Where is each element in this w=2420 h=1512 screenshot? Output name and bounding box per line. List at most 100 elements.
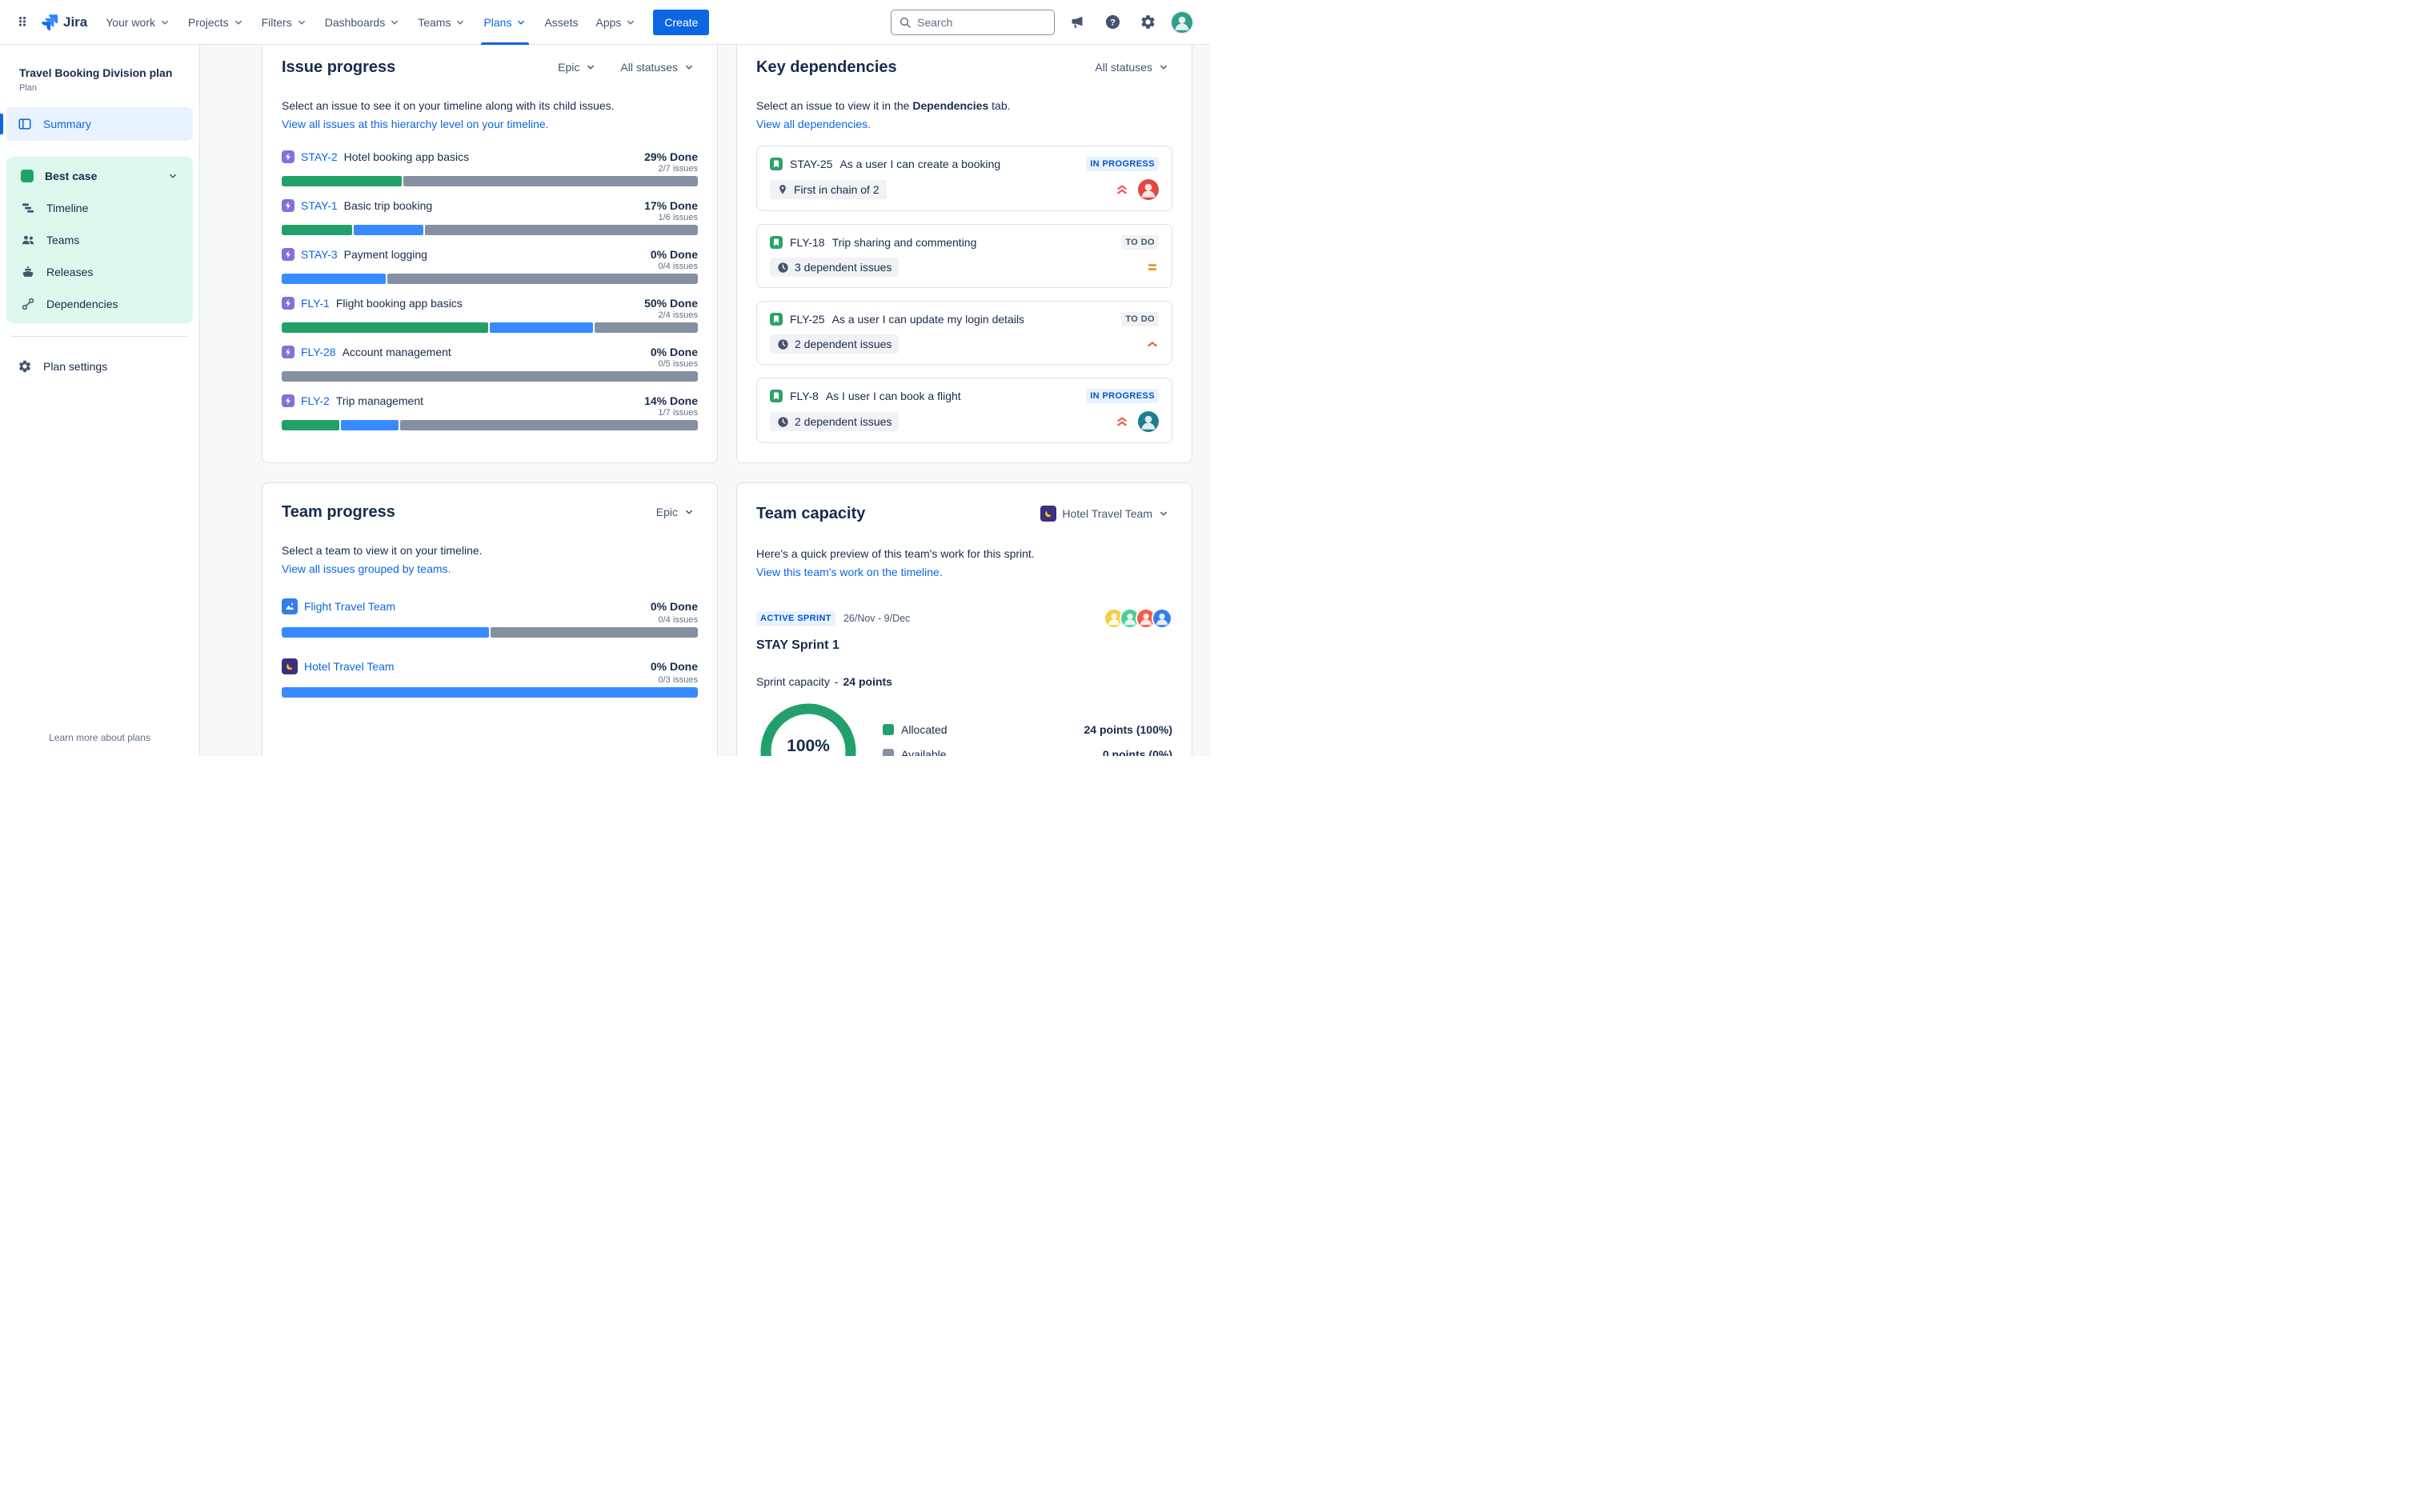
chevron-down-icon xyxy=(1158,508,1169,519)
sidebar-item-dependencies[interactable]: Dependencies xyxy=(10,288,190,320)
view-team-timeline-link[interactable]: View this team's work on the timeline. xyxy=(756,566,943,578)
dependency-meta-pill[interactable]: First in chain of 2 xyxy=(770,180,887,199)
team-progress-title: Team progress xyxy=(282,502,395,521)
issue-key-link[interactable]: STAY-3 xyxy=(301,248,338,261)
dependency-card[interactable]: FLY-18 Trip sharing and commenting TO DO 3 … xyxy=(756,224,1172,288)
hierarchy-filter-value: Epic xyxy=(558,61,580,74)
hotel-team-icon xyxy=(282,658,298,674)
app-switcher-button[interactable] xyxy=(10,10,35,35)
progress-segment-todo xyxy=(403,176,698,186)
progress-segment-todo xyxy=(491,627,698,638)
status-lozenge: TO DO xyxy=(1121,235,1159,250)
issue-key-link[interactable]: FLY-1 xyxy=(301,297,330,310)
team-name-link[interactable]: Hotel Travel Team xyxy=(304,660,395,673)
issue-key-link[interactable]: STAY-2 xyxy=(301,150,338,163)
issue-count: 2/7 issues xyxy=(658,164,698,174)
profile-avatar[interactable] xyxy=(1170,10,1194,34)
nav-item-apps[interactable]: Apps xyxy=(587,0,645,45)
dependency-meta-label: First in chain of 2 xyxy=(794,183,879,196)
story-icon xyxy=(770,390,783,402)
issue-summary: Payment logging xyxy=(343,248,427,261)
issue-key-link[interactable]: STAY-1 xyxy=(301,199,338,212)
team-progress-card: Team progress Epic Select a team to view… xyxy=(262,482,718,756)
assignee-avatar[interactable] xyxy=(1138,179,1159,200)
progress-segment-done xyxy=(282,225,352,235)
scenario-selector[interactable]: Best case xyxy=(10,160,190,192)
dependency-issue-summary: As a user I can update my login details xyxy=(831,313,1025,326)
issue-percent-done: 29% Done xyxy=(644,150,698,163)
priority-highest-icon xyxy=(1116,415,1128,428)
nav-item-label: Teams xyxy=(418,15,451,29)
progress-segment-todo xyxy=(282,371,698,382)
pin-icon xyxy=(777,184,788,195)
progress-segment-in-progress xyxy=(341,420,399,430)
sidebar-item-releases[interactable]: Releases xyxy=(10,256,190,288)
view-all-issues-link[interactable]: View all issues at this hierarchy level … xyxy=(282,118,549,130)
view-issues-by-team-link[interactable]: View all issues grouped by teams. xyxy=(282,562,451,575)
sidebar-item-teams[interactable]: Teams xyxy=(10,224,190,256)
dependency-meta-pill[interactable]: 2 dependent issues xyxy=(770,412,899,431)
dependency-meta-right xyxy=(1146,338,1159,350)
team-hierarchy-filter-dropdown[interactable]: Epic xyxy=(653,502,698,522)
nav-item-projects[interactable]: Projects xyxy=(179,0,253,45)
progress-segment-in-progress xyxy=(282,687,698,698)
team-name-link[interactable]: Flight Travel Team xyxy=(304,600,396,613)
dependency-meta-pill[interactable]: 3 dependent issues xyxy=(770,258,899,277)
settings-button[interactable] xyxy=(1135,10,1160,35)
dependency-card[interactable]: FLY-8 As I user I can book a flight IN PRO… xyxy=(756,378,1172,443)
issue-key-link[interactable]: FLY-2 xyxy=(301,394,330,407)
chevron-down-icon xyxy=(515,17,527,28)
legend-label: Allocated xyxy=(901,723,948,736)
team-selector-dropdown[interactable]: Hotel Travel Team xyxy=(1037,502,1172,525)
plan-header: Travel Booking Division plan Plan xyxy=(6,66,193,107)
chevron-down-icon xyxy=(683,62,695,73)
progress-segment-todo xyxy=(425,225,698,235)
view-all-dependencies-link[interactable]: View all dependencies. xyxy=(756,118,871,130)
jira-logo-text: Jira xyxy=(63,14,88,30)
chevron-down-icon xyxy=(159,17,170,28)
assignee-avatar[interactable] xyxy=(1138,411,1159,432)
key-dependencies-card: Key dependencies All statuses Select an … xyxy=(736,45,1192,463)
status-filter-dropdown[interactable]: All statuses xyxy=(617,58,698,77)
dependency-issue-key: FLY-25 xyxy=(790,313,825,326)
sprint-member-avatar[interactable] xyxy=(1152,608,1172,629)
search-input[interactable] xyxy=(917,15,1047,29)
sidebar-item-label: Releases xyxy=(46,265,94,278)
nav-item-your-work[interactable]: Your work xyxy=(97,0,179,45)
nav-item-assets[interactable]: Assets xyxy=(535,0,587,45)
nav-left: Jira Your work Projects Filters Dashboards T… xyxy=(10,0,891,45)
teams-icon xyxy=(21,233,35,247)
nav-item-teams[interactable]: Teams xyxy=(409,0,475,45)
nav-item-dashboards[interactable]: Dashboards xyxy=(316,0,410,45)
issue-percent-done: 0% Done xyxy=(650,248,698,261)
issue-key-link[interactable]: FLY-28 xyxy=(301,346,336,358)
chevron-down-icon xyxy=(1158,62,1169,73)
hierarchy-filter-dropdown[interactable]: Epic xyxy=(555,58,599,77)
dependency-card[interactable]: STAY-25 As a user I can create a booking I… xyxy=(756,146,1172,211)
gear-icon xyxy=(1140,14,1156,30)
sidebar-item-plan-settings[interactable]: Plan settings xyxy=(6,350,193,383)
team-row: Hotel Travel Team 0% Done 0/3 issues xyxy=(282,658,698,698)
dependency-card[interactable]: FLY-25 As a user I can update my login de… xyxy=(756,301,1172,365)
jira-logo[interactable]: Jira xyxy=(35,13,97,31)
nav-item-label: Apps xyxy=(595,15,622,29)
dependencies-status-filter-dropdown[interactable]: All statuses xyxy=(1092,58,1172,77)
nav-item-filters[interactable]: Filters xyxy=(253,0,316,45)
chevron-down-icon xyxy=(625,17,636,28)
profile-avatar-image[interactable] xyxy=(1172,11,1192,33)
announcements-button[interactable] xyxy=(1064,10,1090,35)
clock-icon xyxy=(777,416,789,428)
sidebar-item-timeline[interactable]: Timeline xyxy=(10,192,190,224)
dependency-meta-pill[interactable]: 2 dependent issues xyxy=(770,334,899,354)
nav-item-plans[interactable]: Plans xyxy=(475,0,535,45)
capacity-body: 100% Allocated Allocated 24 points (100%)… xyxy=(756,699,1172,756)
gear-icon xyxy=(18,359,32,374)
progress-segment-done xyxy=(282,322,488,333)
dependency-meta-right xyxy=(1146,261,1159,274)
create-button[interactable]: Create xyxy=(653,9,710,35)
help-button[interactable]: ? xyxy=(1100,10,1125,35)
learn-more-link[interactable]: Learn more about plans xyxy=(49,732,150,743)
dependency-issue-summary: As a user I can create a booking xyxy=(839,158,1001,170)
sidebar-item-summary[interactable]: Summary xyxy=(0,106,193,141)
story-icon xyxy=(770,236,783,249)
